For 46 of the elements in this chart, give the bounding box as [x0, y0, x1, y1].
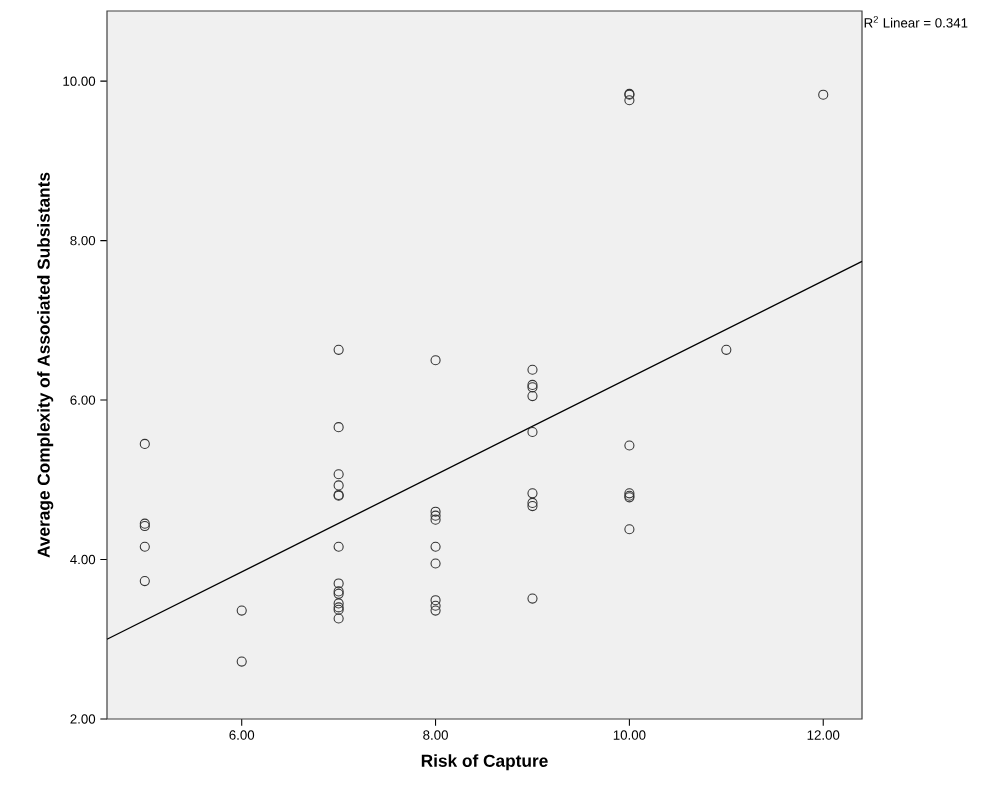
point: [333, 578, 344, 589]
point: [333, 469, 344, 480]
point: [430, 541, 441, 552]
y-tick-label: 4.00: [70, 554, 96, 565]
x-tick-label: 10.00: [613, 730, 646, 740]
y-axis-title: Average Complexity of Associated Subsistants: [37, 172, 54, 558]
point: [624, 524, 635, 535]
point: [430, 355, 441, 366]
point: [527, 593, 538, 604]
point: [527, 501, 538, 512]
point: [430, 595, 441, 606]
x-axis-title: Risk of Capture: [421, 754, 548, 771]
point: [333, 598, 344, 609]
point: [527, 391, 538, 402]
y-tick-label: 10.00: [63, 76, 96, 86]
y-tick-label: 8.00: [70, 235, 96, 246]
point: [333, 344, 344, 355]
point: [527, 426, 538, 438]
point: [139, 438, 150, 449]
point: [139, 576, 150, 587]
point: [721, 344, 732, 355]
point: [430, 506, 441, 517]
x-tick-label: 12.00: [807, 730, 840, 740]
point: [430, 510, 441, 521]
point: [527, 488, 538, 499]
point: [527, 497, 538, 508]
point: [430, 558, 441, 569]
x-tick-label: 8.00: [423, 730, 448, 740]
point: [236, 656, 247, 667]
point: [139, 541, 150, 552]
point: [430, 605, 441, 616]
point: [430, 514, 441, 525]
point: [333, 422, 344, 433]
point: [333, 541, 344, 552]
point: [818, 89, 829, 100]
point: [624, 440, 635, 451]
text: R$^{2}$ Linear = 0.341: [864, 16, 968, 28]
point: [236, 605, 247, 616]
point: [333, 613, 344, 624]
point: [430, 600, 441, 611]
point: [624, 95, 635, 106]
y-tick-label: 2.00: [70, 714, 96, 724]
point: [333, 480, 344, 491]
x-tick-label: 6.00: [229, 730, 255, 740]
point: [527, 364, 538, 375]
y-tick-label: 6.00: [70, 395, 96, 405]
